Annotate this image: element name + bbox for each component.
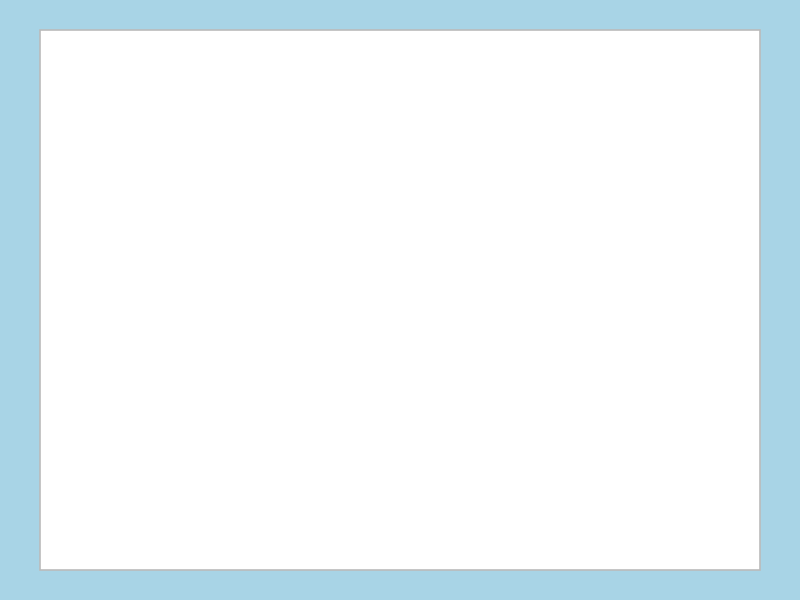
Circle shape [409,350,419,358]
Circle shape [244,164,268,182]
Circle shape [465,439,476,446]
Circle shape [450,497,461,506]
Text: В результате
разрушаются
клетки тканей
человеческого
тела.: В результате разрушаются клетки тканей ч… [230,356,346,430]
Wedge shape [134,185,175,217]
Circle shape [258,156,282,174]
Circle shape [409,468,420,476]
Circle shape [439,512,450,520]
Circle shape [226,126,250,145]
Circle shape [251,188,275,206]
Circle shape [421,379,434,388]
Circle shape [461,542,472,550]
Circle shape [450,394,462,403]
Circle shape [403,349,416,359]
Text: ): ) [210,458,223,493]
Circle shape [442,408,455,418]
Circle shape [247,142,272,161]
Circle shape [424,541,437,551]
Circle shape [426,379,437,388]
Circle shape [450,409,462,417]
Circle shape [444,527,455,535]
Circle shape [107,407,124,420]
Circle shape [483,452,496,462]
Circle shape [327,207,354,227]
Circle shape [434,497,448,506]
Circle shape [438,423,450,433]
Circle shape [479,365,490,373]
Circle shape [485,349,498,359]
Circle shape [429,542,440,550]
Circle shape [439,409,450,417]
Circle shape [450,423,463,433]
Circle shape [467,379,480,388]
Circle shape [411,365,422,373]
Circle shape [293,130,320,151]
Circle shape [468,482,479,491]
Circle shape [299,157,357,200]
Wedge shape [86,163,124,199]
Circle shape [425,439,436,446]
Circle shape [406,364,418,374]
FancyBboxPatch shape [73,388,202,518]
Circle shape [410,453,421,461]
Circle shape [468,437,481,448]
Text: Радиоактивное
вещество: Радиоактивное вещество [81,233,186,262]
Circle shape [482,350,492,358]
Circle shape [405,452,418,462]
Circle shape [450,512,462,520]
Circle shape [442,424,454,432]
Circle shape [446,408,458,418]
Text: −: − [336,211,346,224]
Text: У детей облученных
родителей могут
развиваться
наследственные
заболевания.: У детей облученных родителей могут разви… [515,349,675,422]
Circle shape [471,482,484,491]
Circle shape [420,437,433,448]
Circle shape [417,482,430,491]
Circle shape [230,207,254,226]
Circle shape [480,453,490,461]
Circle shape [446,394,458,402]
Circle shape [122,173,145,190]
Circle shape [447,526,461,536]
Circle shape [446,527,457,535]
Circle shape [484,467,498,477]
Circle shape [453,497,466,506]
Circle shape [464,379,474,388]
Circle shape [440,526,454,536]
Circle shape [422,482,433,491]
Text: −: − [301,134,312,147]
Wedge shape [134,145,175,177]
Ellipse shape [104,435,163,473]
Circle shape [403,467,417,477]
Circle shape [224,185,248,204]
Circle shape [442,511,456,521]
Circle shape [464,541,477,551]
Text: ♂: ♂ [389,342,404,360]
Text: Разрушение тканей под действием радиаци...: Разрушение тканей под действием радиаци.… [62,49,459,64]
Circle shape [482,364,495,374]
Circle shape [126,397,141,408]
Circle shape [443,394,454,402]
Text: −: − [374,169,385,182]
Circle shape [440,497,451,506]
Circle shape [142,405,158,416]
Circle shape [481,468,492,476]
Circle shape [445,511,458,521]
Circle shape [438,394,451,403]
Circle shape [366,166,394,186]
Circle shape [447,424,458,432]
Circle shape [82,142,186,220]
